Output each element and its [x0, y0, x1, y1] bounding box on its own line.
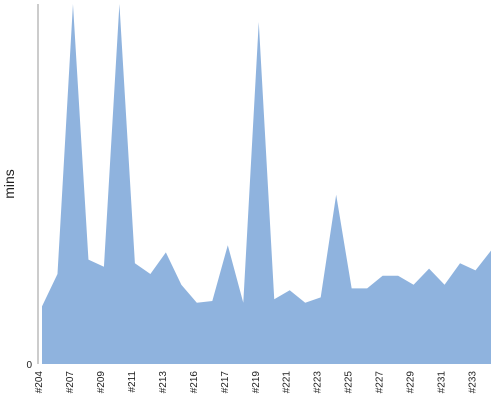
- x-tick-label: #231: [437, 371, 448, 394]
- x-tick-label: #207: [65, 371, 76, 394]
- y-axis: 0: [26, 360, 32, 371]
- x-tick-label: #219: [251, 371, 262, 394]
- x-tick-label: #213: [158, 371, 169, 394]
- x-tick-label: #227: [375, 371, 386, 394]
- area-series: [42, 4, 491, 364]
- x-tick-label: #233: [468, 371, 479, 394]
- y-axis-title: mins: [1, 169, 17, 199]
- x-tick-label: #216: [189, 371, 200, 394]
- x-tick-label: #217: [220, 371, 231, 394]
- x-tick-label: #209: [96, 371, 107, 394]
- plot-area: [42, 4, 491, 364]
- x-tick-label: #223: [313, 371, 324, 394]
- x-tick-label: #221: [282, 371, 293, 394]
- x-tick-label: #211: [127, 371, 138, 393]
- x-tick-label: #204: [34, 371, 45, 394]
- x-tick-label: #225: [344, 371, 355, 394]
- x-tick-label: #229: [406, 371, 417, 394]
- x-axis: #204 #207 #209 #211 #213 #216 #217 #219 #221 #223…: [34, 371, 479, 394]
- y-tick-label: 0: [26, 360, 32, 371]
